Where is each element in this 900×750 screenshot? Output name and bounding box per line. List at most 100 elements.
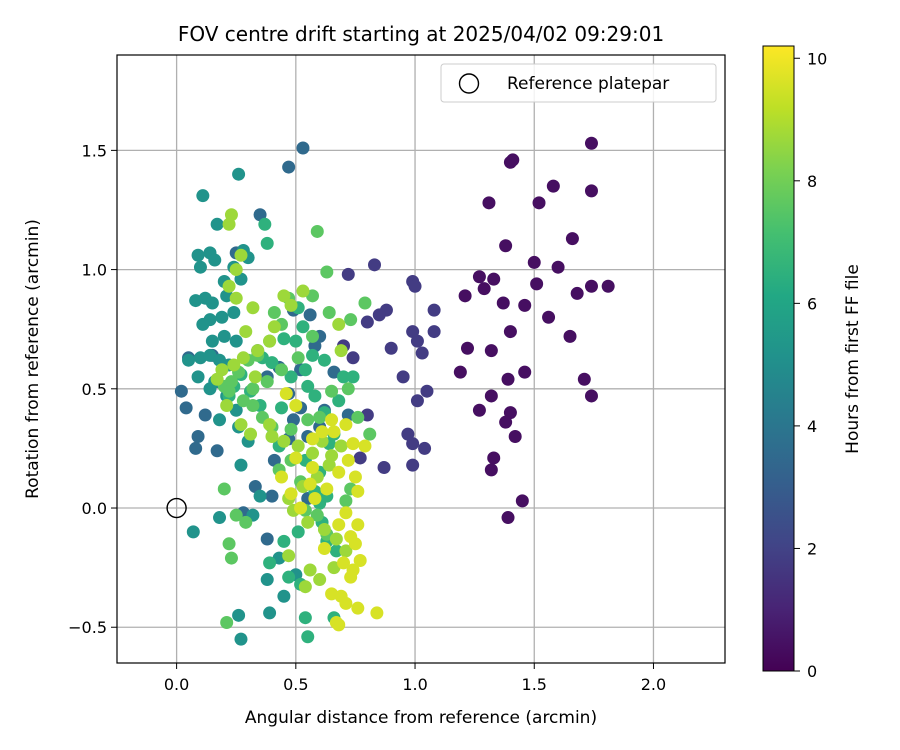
data-point	[234, 248, 248, 262]
data-point	[220, 398, 234, 412]
data-point	[277, 589, 291, 603]
data-point	[484, 463, 498, 477]
data-point	[353, 451, 367, 465]
data-point	[503, 325, 517, 339]
data-point	[327, 425, 341, 439]
x-tick-label: 0.0	[164, 675, 189, 694]
data-point	[248, 370, 262, 384]
data-point	[279, 387, 293, 401]
data-point	[284, 487, 298, 501]
data-point	[265, 356, 279, 370]
data-point	[396, 370, 410, 384]
data-point	[229, 291, 243, 305]
legend-marker	[458, 73, 480, 94]
data-point	[339, 506, 353, 520]
data-point	[253, 489, 267, 503]
data-point	[229, 508, 243, 522]
data-point	[277, 289, 291, 303]
data-point	[337, 556, 351, 570]
data-point	[298, 611, 312, 625]
data-point	[339, 418, 353, 432]
x-tick-label: 1.0	[402, 675, 427, 694]
data-point	[372, 308, 386, 322]
data-point	[246, 382, 260, 396]
data-point	[222, 279, 236, 293]
data-point	[213, 511, 227, 525]
data-point	[460, 341, 474, 355]
data-point	[551, 260, 565, 274]
legend: Reference platepar	[440, 63, 717, 103]
legend-box	[440, 63, 717, 103]
data-points	[174, 136, 615, 646]
data-point	[348, 470, 362, 484]
data-point	[217, 329, 231, 343]
data-point	[263, 556, 277, 570]
data-point	[501, 372, 515, 386]
data-point	[289, 334, 303, 348]
data-point	[332, 518, 346, 532]
data-point	[346, 563, 360, 577]
data-point	[282, 160, 296, 174]
data-point	[246, 301, 260, 315]
data-point	[222, 537, 236, 551]
grid	[117, 55, 725, 663]
data-point	[210, 444, 224, 458]
data-point	[296, 284, 310, 298]
colorbar: 0 2 4 6 8 10 Hours from first FF file	[762, 45, 863, 681]
data-point	[215, 310, 229, 324]
data-point	[220, 615, 234, 629]
data-point	[499, 239, 513, 253]
colorbar-tick-label: 2	[807, 539, 817, 558]
data-point	[317, 353, 331, 367]
data-point	[229, 334, 243, 348]
data-point	[584, 279, 598, 293]
data-point	[351, 410, 365, 424]
data-point	[358, 296, 372, 310]
data-point	[332, 317, 346, 331]
data-point	[186, 525, 200, 539]
data-point	[360, 315, 374, 329]
colorbar-label: Hours from first FF file	[843, 264, 863, 454]
data-point	[320, 482, 334, 496]
data-point	[601, 279, 615, 293]
data-point	[291, 439, 305, 453]
data-point	[313, 573, 327, 587]
data-point	[234, 458, 248, 472]
data-point	[296, 141, 310, 155]
data-point	[317, 522, 331, 536]
data-point	[377, 460, 391, 474]
data-point	[565, 232, 579, 246]
data-point	[205, 334, 219, 348]
data-point	[518, 365, 532, 379]
data-point	[217, 482, 231, 496]
data-point	[189, 441, 203, 455]
data-point	[191, 429, 205, 443]
data-point	[329, 532, 343, 546]
data-point	[282, 570, 296, 584]
data-point	[306, 446, 320, 460]
data-point	[275, 401, 289, 415]
data-point	[210, 217, 224, 231]
data-point	[346, 351, 360, 365]
data-point	[203, 382, 217, 396]
data-point	[325, 413, 339, 427]
data-point	[277, 332, 291, 346]
data-point	[193, 260, 207, 274]
data-point	[246, 398, 260, 412]
y-axis-ticks: −0.5 0.0 0.5 1.0 1.5	[68, 141, 117, 637]
reference-marker	[166, 497, 187, 519]
data-point	[472, 403, 486, 417]
data-point	[315, 425, 329, 439]
data-point	[284, 422, 298, 436]
x-axis-label: Angular distance from reference (arcmin)	[245, 708, 597, 728]
data-point	[260, 375, 274, 389]
data-point	[277, 434, 291, 448]
data-point	[408, 279, 422, 293]
data-point	[351, 601, 365, 615]
data-point	[251, 344, 265, 358]
data-point	[222, 217, 236, 231]
data-point	[282, 549, 296, 563]
colorbar-tick-label: 4	[807, 417, 817, 436]
data-point	[501, 511, 515, 525]
